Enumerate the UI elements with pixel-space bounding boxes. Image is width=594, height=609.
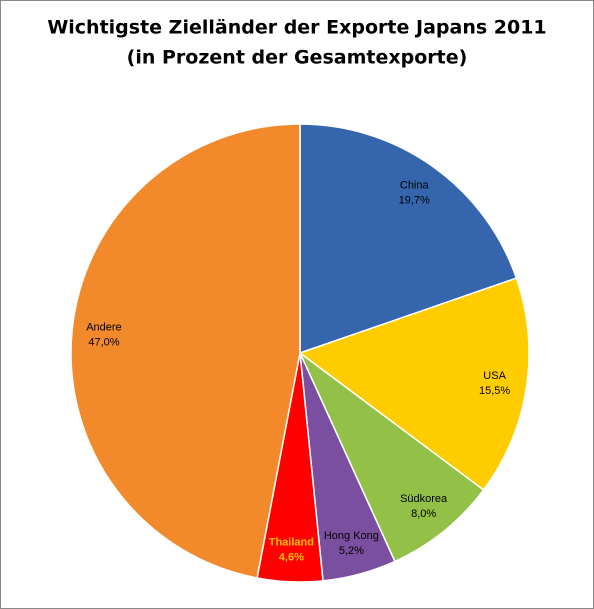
pie-slice (70, 123, 301, 579)
slice-label: China (400, 179, 430, 191)
pie-slice (299, 123, 518, 355)
slice-value-label: 5,2% (339, 545, 364, 557)
slice-value-label: 8,0% (411, 508, 436, 520)
slice-label: Andere (86, 321, 121, 333)
slice-label: Thailand (269, 537, 314, 549)
slice-label: Hong Kong (324, 530, 379, 542)
slice-label: USA (483, 370, 506, 382)
pie-slice (299, 352, 485, 563)
slice-value-label: 4,6% (279, 552, 304, 564)
chart-title: Wichtigste Zielländer der Exporte Japans… (47, 17, 546, 39)
chart-subtitle: (in Prozent der Gesamtexporte) (127, 47, 468, 69)
slice-label: Südkorea (400, 493, 448, 505)
slice-value-label: 47,0% (88, 336, 119, 348)
slice-value-label: 15,5% (479, 385, 510, 397)
pie-slice (298, 277, 530, 491)
slice-value-label: 19,7% (399, 194, 430, 206)
